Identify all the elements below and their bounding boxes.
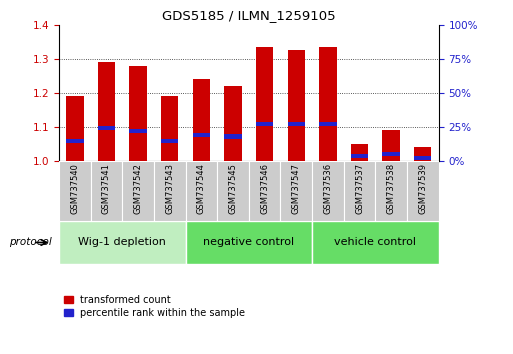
FancyBboxPatch shape (312, 221, 439, 264)
FancyBboxPatch shape (154, 161, 186, 221)
FancyBboxPatch shape (59, 161, 91, 221)
Text: GSM737537: GSM737537 (355, 163, 364, 214)
Bar (98, 126, 115, 130)
Bar (256, 47, 273, 161)
FancyBboxPatch shape (186, 161, 217, 221)
Text: GSM737542: GSM737542 (133, 163, 143, 214)
FancyBboxPatch shape (217, 161, 249, 221)
Bar (129, 129, 147, 133)
Bar (193, 133, 210, 137)
Bar (288, 122, 305, 126)
Bar (256, 122, 273, 126)
Bar (319, 122, 337, 126)
Text: GSM737544: GSM737544 (197, 163, 206, 214)
Legend: transformed count, percentile rank within the sample: transformed count, percentile rank withi… (64, 295, 245, 318)
Bar (351, 144, 368, 161)
FancyBboxPatch shape (376, 161, 407, 221)
Text: GSM737541: GSM737541 (102, 163, 111, 214)
Text: protocol: protocol (9, 238, 51, 247)
Text: Wig-1 depletion: Wig-1 depletion (78, 238, 166, 247)
Bar (161, 96, 179, 161)
Text: GSM737546: GSM737546 (260, 163, 269, 214)
FancyBboxPatch shape (91, 161, 122, 221)
Bar (224, 135, 242, 138)
Bar (129, 65, 147, 161)
FancyBboxPatch shape (249, 161, 281, 221)
Bar (319, 47, 337, 161)
FancyBboxPatch shape (186, 221, 312, 264)
FancyBboxPatch shape (344, 161, 376, 221)
Bar (193, 79, 210, 161)
FancyBboxPatch shape (281, 161, 312, 221)
Text: GSM737539: GSM737539 (418, 163, 427, 214)
FancyBboxPatch shape (59, 221, 186, 264)
FancyBboxPatch shape (407, 161, 439, 221)
Bar (224, 86, 242, 161)
FancyBboxPatch shape (312, 161, 344, 221)
Text: vehicle control: vehicle control (334, 238, 417, 247)
Text: GDS5185 / ILMN_1259105: GDS5185 / ILMN_1259105 (162, 9, 336, 22)
Text: GSM737547: GSM737547 (292, 163, 301, 214)
Bar (66, 96, 84, 161)
Bar (383, 130, 400, 161)
Bar (288, 50, 305, 161)
Text: negative control: negative control (203, 238, 294, 247)
Bar (383, 152, 400, 156)
Text: GSM737540: GSM737540 (70, 163, 80, 214)
Bar (161, 138, 179, 143)
Bar (414, 147, 431, 161)
Text: GSM737543: GSM737543 (165, 163, 174, 214)
Bar (66, 138, 84, 143)
Text: GSM737545: GSM737545 (228, 163, 238, 214)
Bar (98, 62, 115, 161)
Text: GSM737536: GSM737536 (323, 163, 332, 214)
Text: GSM737538: GSM737538 (387, 163, 396, 214)
Bar (351, 154, 368, 158)
Bar (414, 156, 431, 160)
FancyBboxPatch shape (122, 161, 154, 221)
